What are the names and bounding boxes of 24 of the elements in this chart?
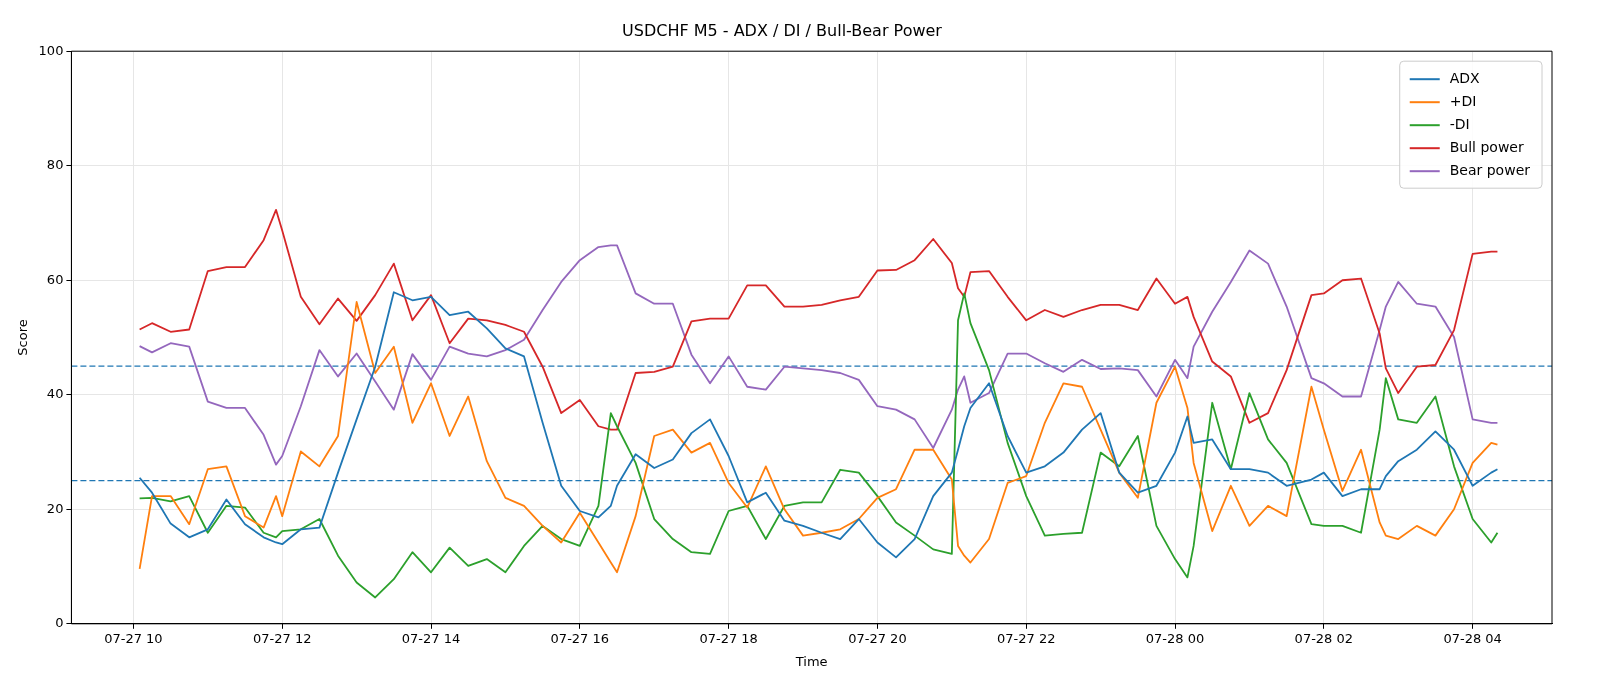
chart-title: USDCHF M5 - ADX / DI / Bull-Bear Power [622,20,943,40]
x-tick-label: 07-27 12 [252,630,312,646]
y-tick-label: 20 [46,500,64,516]
y-tick-label: 60 [46,271,64,287]
x-tick-label: 07-28 00 [1145,630,1205,646]
x-tick-label: 07-28 02 [1294,630,1354,646]
legend-label: Bear power [1449,161,1531,178]
x-tick-label: 07-27 22 [997,630,1056,646]
x-tick-label: 07-27 20 [848,630,907,646]
x-tick-label: 07-27 16 [550,630,610,646]
y-axis-title: Score [15,319,31,356]
y-tick-label: 100 [38,42,64,58]
legend-label: +DI [1449,92,1477,109]
legend-label: -DI [1449,115,1470,132]
legend-label: Bull power [1449,138,1524,155]
x-axis-title: Time [794,653,828,669]
x-tick-label: 07-28 04 [1443,630,1502,646]
legend-label: ADX [1449,69,1481,86]
y-tick-label: 40 [46,386,64,402]
y-tick-label: 80 [46,157,64,173]
x-tick-label: 07-27 18 [699,630,758,646]
x-tick-label: 07-27 10 [104,630,163,646]
y-tick-label: 0 [55,615,64,631]
x-tick-label: 07-27 14 [401,630,461,646]
